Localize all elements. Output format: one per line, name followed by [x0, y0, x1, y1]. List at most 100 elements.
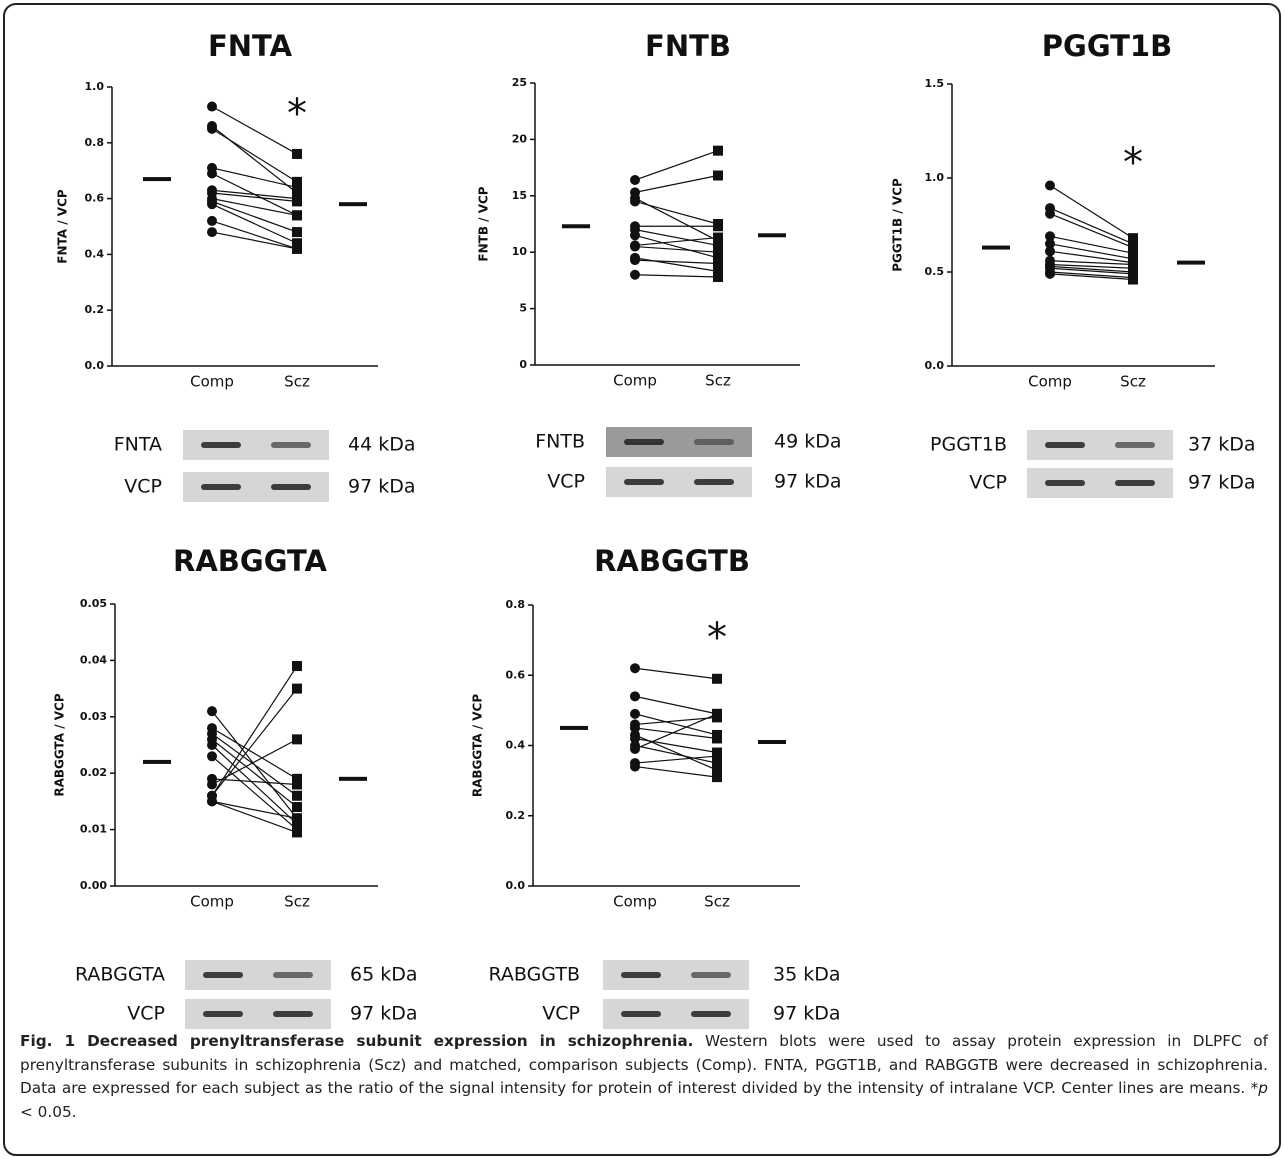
scz-point — [712, 674, 722, 684]
scz-point — [292, 210, 302, 220]
pair-line — [212, 199, 297, 216]
chart-title: RABGGTA — [173, 544, 328, 578]
pair-line — [212, 739, 297, 807]
comp-point — [207, 199, 217, 209]
y-axis-label: RABGGTA / VCP — [53, 693, 67, 797]
blot-band — [271, 484, 311, 490]
scz-point — [292, 244, 302, 254]
chart-title: FNTB — [645, 29, 731, 63]
y-tick-label: 0.0 — [506, 879, 526, 892]
comp-point — [207, 124, 217, 134]
blot-band — [201, 442, 241, 448]
pair-line — [635, 260, 718, 263]
scz-point — [292, 661, 302, 671]
blot-kda: 97 kDa — [348, 476, 416, 498]
y-tick-label: 0.6 — [506, 668, 526, 681]
blot-band — [1115, 480, 1155, 486]
x-tick-label: Comp — [613, 372, 657, 390]
significance: * — [1123, 140, 1143, 186]
caption-tail: < 0.05. — [20, 1103, 77, 1121]
pair-line — [212, 689, 297, 796]
y-tick-label: 0.03 — [80, 710, 107, 723]
blot-band — [621, 972, 661, 978]
blot-kda: 65 kDa — [350, 964, 418, 986]
comp-point — [630, 255, 640, 265]
scz-point — [713, 233, 723, 243]
blot-kda: 97 kDa — [350, 1003, 418, 1025]
blot-kda: 35 kDa — [773, 964, 841, 986]
comp-point — [630, 196, 640, 206]
y-axis-label: FNTB / VCP — [477, 186, 491, 261]
blot-protein: VCP — [969, 472, 1007, 494]
blot-protein: FNTA — [114, 434, 162, 456]
pair-line — [635, 728, 717, 739]
caption-p: p — [1258, 1079, 1268, 1097]
pair-line — [635, 746, 717, 764]
comp-point — [207, 227, 217, 237]
blot-protein: VCP — [124, 476, 162, 498]
y-tick-label: 10 — [512, 245, 528, 258]
pair-line — [212, 801, 297, 832]
scz-point — [713, 170, 723, 180]
chart-title: FNTA — [208, 29, 293, 63]
pair-line — [212, 756, 297, 829]
scz-point — [712, 733, 722, 743]
figure: FNTAFNTA / VCP0.00.20.40.60.81.0CompScz*… — [0, 0, 1284, 1159]
pair-line — [212, 129, 297, 182]
blot-band — [694, 439, 734, 445]
comp-point — [630, 663, 640, 673]
y-tick-label: 1.0 — [85, 80, 105, 93]
blot-protein: VCP — [547, 471, 585, 493]
x-tick-label: Scz — [284, 373, 310, 391]
comp-point — [207, 706, 217, 716]
y-tick-label: 0.01 — [80, 823, 107, 836]
comp-point — [207, 796, 217, 806]
scz-point — [713, 146, 723, 156]
y-tick-label: 0.04 — [80, 653, 107, 666]
pair-line — [635, 175, 718, 192]
comp-point — [630, 175, 640, 185]
comp-point — [1045, 246, 1055, 256]
comp-point — [630, 242, 640, 252]
blot-band — [624, 479, 664, 485]
pair-line — [635, 668, 717, 679]
x-tick-label: Comp — [190, 893, 234, 911]
page: FNTAFNTA / VCP0.00.20.40.60.81.0CompScz*… — [0, 0, 1284, 1159]
scz-point — [292, 196, 302, 206]
blot-band — [694, 479, 734, 485]
pair-line — [635, 275, 718, 277]
pair-line — [635, 258, 718, 272]
pair-line — [635, 738, 717, 752]
comp-point — [630, 230, 640, 240]
y-tick-label: 0.0 — [925, 359, 945, 372]
blot-band — [1045, 480, 1085, 486]
comp-point — [207, 102, 217, 112]
pair-line — [212, 107, 297, 154]
y-tick-label: 0.0 — [85, 359, 105, 372]
y-tick-label: 20 — [512, 132, 528, 145]
chart-title: PGGT1B — [1042, 29, 1172, 63]
comp-point — [207, 779, 217, 789]
blot-kda: 97 kDa — [773, 1003, 841, 1025]
caption: Fig. 1 Decreased prenyltransferase subun… — [20, 1030, 1268, 1124]
y-tick-label: 0.2 — [85, 303, 105, 316]
y-tick-label: 0.8 — [506, 598, 526, 611]
y-tick-label: 1.5 — [925, 77, 945, 90]
comp-point — [630, 744, 640, 754]
y-tick-label: 0.4 — [85, 247, 105, 260]
mean-bar — [339, 777, 367, 781]
blot-band — [1115, 442, 1155, 448]
comp-point — [630, 270, 640, 280]
scz-point — [1128, 275, 1138, 285]
blot-band — [271, 442, 311, 448]
pair-line — [212, 739, 297, 784]
y-tick-label: 0.5 — [925, 265, 945, 278]
pair-line — [212, 666, 297, 796]
scz-point — [713, 272, 723, 282]
blot-band — [621, 1011, 661, 1017]
y-tick-label: 0.00 — [80, 879, 107, 892]
mean-bar — [143, 760, 171, 764]
comp-point — [1045, 181, 1055, 191]
y-tick-label: 0.2 — [506, 809, 526, 822]
pair-line — [635, 767, 717, 778]
